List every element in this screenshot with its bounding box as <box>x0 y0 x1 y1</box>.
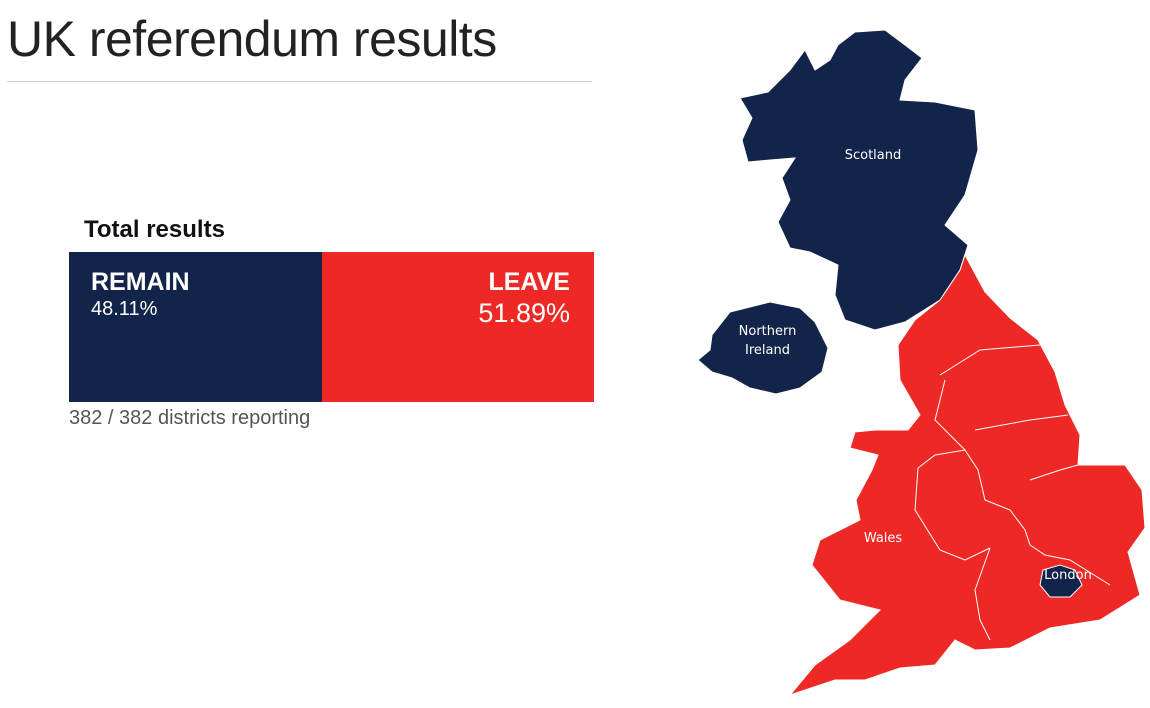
south-west-border <box>974 547 991 641</box>
reporting-status: 382 / 382 districts reporting <box>69 407 311 429</box>
east-border <box>1029 544 1111 586</box>
remain-share: 48.11% <box>91 298 158 320</box>
yorkshire-border <box>974 414 1069 431</box>
region-label: Wales <box>863 531 903 546</box>
result-bar: REMAIN 48.11% LEAVE 51.89% <box>69 252 594 402</box>
remain-label: REMAIN <box>91 268 190 296</box>
london <box>1039 564 1083 598</box>
east-midlands-border <box>1029 464 1079 481</box>
region-borders <box>914 344 1111 641</box>
northern-ireland <box>697 301 829 395</box>
england-wales <box>788 253 1146 697</box>
remain-bar: REMAIN 48.11% <box>69 252 322 402</box>
leave-share: 51.89% <box>478 298 570 328</box>
region-label: Scotland <box>844 148 902 163</box>
results-heading: Total results <box>84 216 225 243</box>
region-label: London <box>1044 568 1092 583</box>
leave-label: LEAVE <box>488 268 570 296</box>
leave-bar: LEAVE 51.89% <box>321 252 594 402</box>
north-east-border <box>939 344 1041 376</box>
wales-border <box>917 449 1031 546</box>
page-title: UK referendum results <box>7 11 497 67</box>
region-label: Northern Ireland <box>738 324 797 358</box>
north-west-border <box>934 379 966 451</box>
title-rule <box>7 81 592 82</box>
scotland <box>739 29 979 331</box>
west-midlands-border <box>914 467 991 561</box>
